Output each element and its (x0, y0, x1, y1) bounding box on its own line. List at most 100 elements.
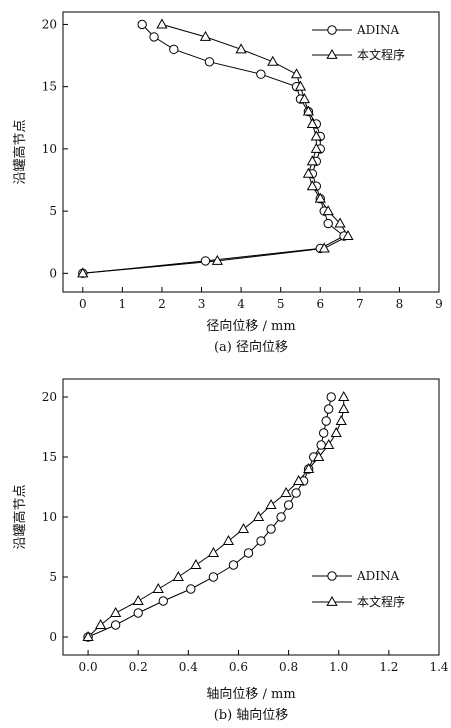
data-point-triangle (338, 390, 350, 401)
data-point-triangle (318, 242, 330, 253)
x-tick-label: 1.2 (379, 660, 398, 674)
plot-frame (62, 11, 440, 293)
x-tick-label: 0.6 (229, 660, 248, 674)
x-tick-label: 4 (237, 297, 245, 311)
y-tick-label: 20 (42, 390, 57, 404)
panel-caption: (b) 轴向位移 (214, 707, 289, 723)
x-tick-label: 3 (198, 297, 206, 311)
series-line-program (82, 23, 349, 274)
data-point-triangle (222, 534, 235, 545)
legend-label-program: 本文程序 (357, 594, 405, 609)
x-tick-label: 0 (79, 297, 87, 311)
data-point-triangle (280, 486, 292, 497)
legend-marker-triangle (326, 595, 338, 606)
data-point-triangle (335, 414, 347, 425)
x-tick-label: 1.4 (429, 660, 448, 674)
data-point-triangle (293, 474, 305, 485)
series-lines (82, 23, 349, 274)
data-point-triangle (310, 130, 322, 141)
y-axis-label: 沿罐高节点 (12, 119, 28, 184)
x-tick-label: 7 (356, 297, 364, 311)
data-point-circle (283, 500, 294, 510)
data-point-triangle (298, 93, 311, 104)
y-tick-label: 15 (42, 450, 57, 464)
series-line-program (87, 397, 345, 638)
legend: ADINA 本文程序 (312, 569, 405, 609)
data-point-circle (324, 404, 334, 414)
x-tick-label: 2 (158, 297, 166, 311)
data-point-triangle (199, 30, 212, 41)
data-point-circle (169, 44, 179, 55)
legend-marker-circle (327, 25, 337, 35)
data-point-circle (318, 428, 329, 438)
x-tick-label: 5 (277, 297, 285, 311)
data-point-triangle (77, 267, 89, 278)
axes: 0 1 2 3 4 5 6 7 8 9 0 5 10 15 20 (42, 17, 443, 311)
y-tick-label: 15 (42, 80, 57, 94)
data-point-circle (256, 536, 266, 546)
data-point-triangle (310, 142, 322, 153)
data-point-triangle (313, 450, 325, 461)
data-point-circle (228, 560, 239, 570)
panel-radial-displacement: 0 1 2 3 4 5 6 7 8 9 0 5 10 15 20 径向位移 / mm 沿罐高节点 (a) 径… (12, 11, 443, 355)
data-point-triangle (334, 217, 346, 228)
data-point-triangle (294, 80, 307, 91)
data-point-triangle (342, 229, 354, 240)
data-point-circle (137, 19, 147, 30)
data-point-triangle (314, 192, 326, 203)
data-point-triangle (330, 426, 342, 437)
data-point-triangle (306, 117, 318, 128)
y-tick-label: 0 (49, 630, 57, 644)
series-line-adina (87, 396, 332, 638)
x-tick-label: 0.8 (279, 660, 298, 674)
data-point-triangle (267, 55, 279, 66)
legend-label-adina: ADINA (356, 23, 400, 37)
data-point-triangle (94, 618, 107, 629)
data-point-triangle (190, 558, 202, 569)
data-point-circle (256, 69, 266, 79)
data-point-circle (200, 256, 211, 266)
x-tick-label: 6 (316, 297, 324, 311)
data-point-triangle (265, 498, 277, 509)
series-markers (82, 390, 350, 642)
data-point-triangle (235, 43, 247, 54)
x-axis-label: 轴向位移 / mm (206, 686, 295, 702)
data-point-triangle (211, 254, 223, 265)
data-point-triangle (306, 155, 318, 166)
plot-frame (62, 378, 440, 656)
data-point-triangle (82, 630, 94, 641)
data-point-triangle (172, 570, 184, 581)
data-point-circle (323, 218, 333, 229)
data-point-triangle (323, 438, 335, 449)
legend-marker-triangle (326, 48, 338, 59)
data-point-circle (133, 608, 143, 618)
x-tick-label: 0.2 (129, 660, 148, 674)
data-point-triangle (306, 180, 318, 191)
series-markers (77, 18, 354, 279)
x-tick-label: 8 (396, 297, 404, 311)
data-point-triangle (303, 462, 315, 473)
x-tick-label: 0.4 (179, 660, 198, 674)
data-point-triangle (132, 594, 144, 605)
data-point-circle (158, 596, 168, 606)
data-point-triangle (152, 582, 164, 593)
y-tick-label: 5 (49, 570, 57, 584)
data-point-circle (266, 524, 276, 534)
y-tick-label: 10 (42, 510, 57, 524)
legend-label-adina: ADINA (356, 569, 400, 583)
data-point-triangle (302, 105, 314, 116)
legend-label-program: 本文程序 (357, 47, 405, 62)
data-point-triangle (302, 167, 314, 178)
data-point-circle (110, 620, 121, 630)
data-point-triangle (322, 205, 334, 216)
y-tick-label: 10 (42, 142, 57, 156)
data-point-triangle (207, 546, 220, 557)
data-point-circle (204, 57, 215, 67)
legend: ADINA 本文程序 (312, 23, 405, 62)
data-point-circle (243, 548, 254, 558)
data-point-triangle (237, 522, 250, 533)
x-tick-label: 1 (119, 297, 127, 311)
data-point-triangle (252, 510, 265, 521)
y-axis-label: 沿罐高节点 (12, 484, 28, 549)
data-point-triangle (290, 68, 303, 79)
